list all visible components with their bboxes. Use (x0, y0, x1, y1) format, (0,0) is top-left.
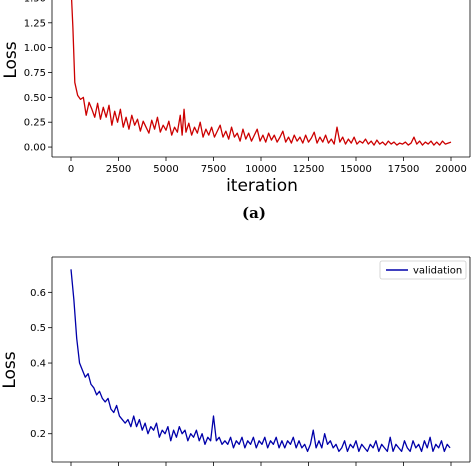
chart-0-ytick-label: 1.00 (24, 43, 46, 54)
chart-0-xtick-label: 2500 (106, 164, 131, 175)
chart-1-ytick-label: 0.2 (30, 429, 46, 440)
chart-0-xtick-label: 17500 (388, 164, 420, 175)
chart-1-ytick-label: 0.4 (30, 359, 46, 370)
chart-0-xtick-label: 10000 (245, 164, 277, 175)
training-loss-chart: Loss iteration 0.00 0.25 0.50 0.75 1.00 1.25 1… (1, 0, 471, 196)
chart-b-ylabel: Loss (0, 351, 20, 388)
chart-a-xlabel: iteration (226, 176, 298, 196)
chart-0-ytick-label: 0.00 (24, 143, 46, 154)
chart-1-ytick-label: 0.3 (30, 394, 46, 405)
chart-0-xtick-label: 5000 (153, 164, 178, 175)
chart-0-ytick-label: 1.25 (24, 18, 46, 29)
chart-0-xtick-label: 12500 (293, 164, 325, 175)
chart-0-ytick-label: 1.50 (24, 0, 46, 4)
validation-loss-chart: Loss 0.2 0.3 0.4 0.5 0.6 validation (0, 256, 471, 466)
chart-0-ytick-label: 0.75 (24, 68, 46, 79)
chart-0-xtick-label: 0 (68, 164, 74, 175)
chart-0-series-line (70, 0, 452, 146)
chart-1-legend-box (379, 260, 467, 280)
chart-1-axes: 0.2 0.3 0.4 0.5 0.6 (30, 256, 471, 466)
chart-a-ylabel: Loss (1, 41, 21, 78)
panel-label-a: (a) (242, 204, 266, 222)
chart-0-xtick-label: 15000 (340, 164, 372, 175)
chart-1-legend: validation (379, 260, 467, 280)
chart-0-xtick-label: 7500 (201, 164, 226, 175)
chart-1-ytick-label: 0.6 (30, 288, 46, 299)
chart-0-ytick-label: 0.25 (24, 118, 46, 129)
chart-0-ytick-label: 0.50 (24, 93, 46, 104)
chart-1-ytick-label: 0.5 (30, 323, 46, 334)
chart-1-series-line (70, 269, 451, 453)
chart-0-xtick-label: 20000 (435, 164, 467, 175)
chart-0-axes: 0.00 0.25 0.50 0.75 1.00 1.25 1.50 0 2500 5000 750… (24, 0, 471, 175)
chart-1-legend-label: validation (413, 266, 462, 277)
